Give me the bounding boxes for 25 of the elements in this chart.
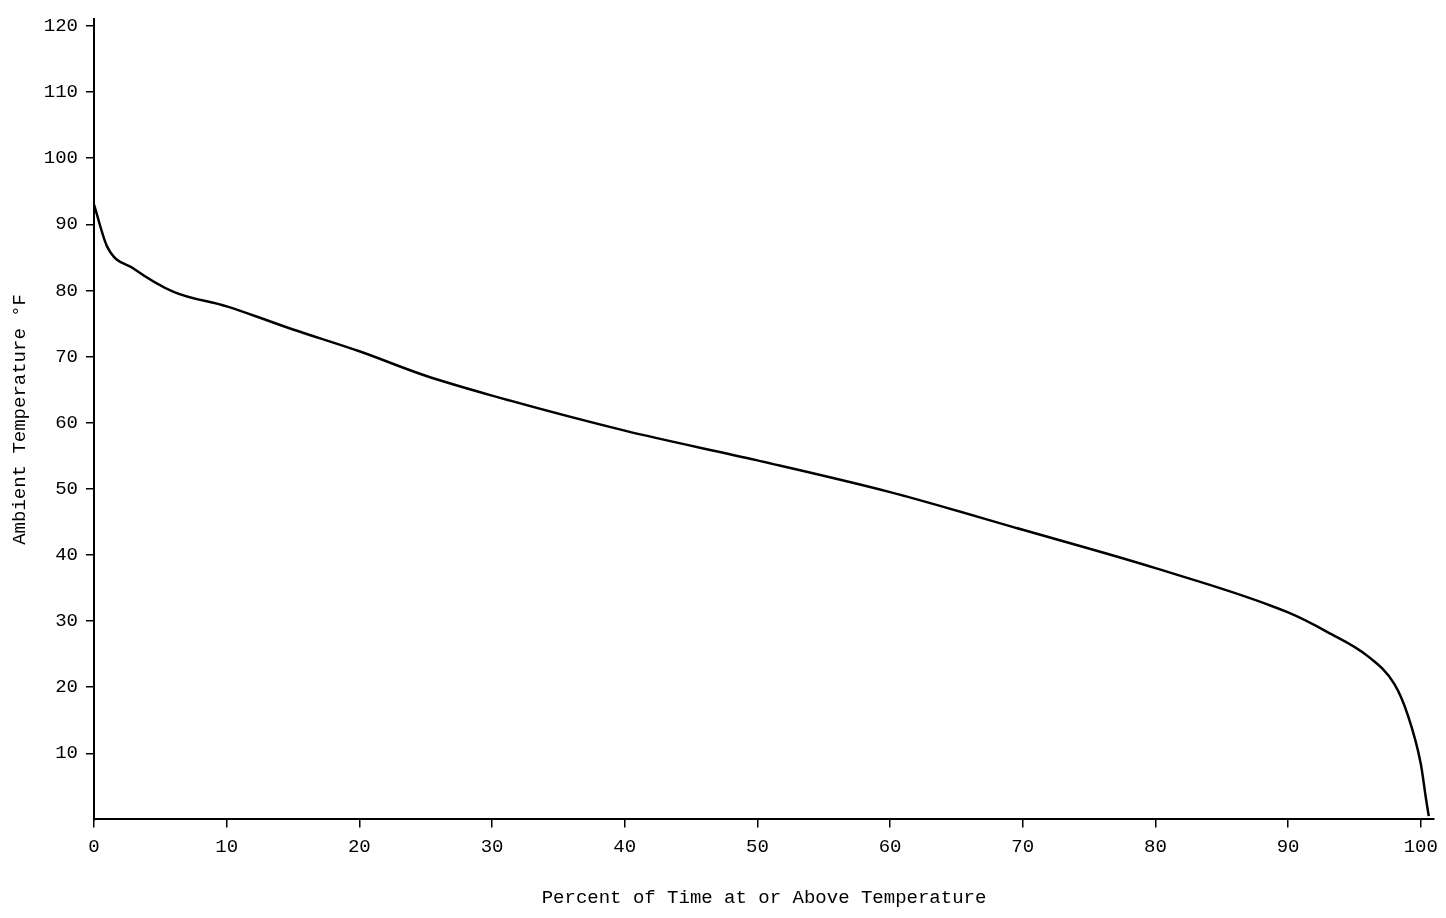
- y-tick-label: 30: [55, 610, 79, 633]
- x-tick-label: 40: [613, 835, 637, 858]
- y-tick-label: 110: [43, 81, 79, 104]
- x-tick-label: 50: [746, 835, 769, 858]
- y-tick-label: 50: [55, 477, 79, 500]
- x-tick-label: 70: [1011, 835, 1035, 858]
- y-tick-label: 120: [43, 15, 79, 38]
- x-tick-label: 90: [1276, 835, 1300, 858]
- y-tick-label: 60: [55, 411, 79, 434]
- y-tick-label: 80: [55, 279, 79, 302]
- y-tick-label: 100: [43, 147, 79, 170]
- x-tick-label: 30: [480, 835, 504, 858]
- y-tick-label: 10: [55, 742, 79, 765]
- x-tick-label: 20: [347, 835, 371, 858]
- y-tick-label: 20: [55, 676, 79, 699]
- x-tick-label: 10: [215, 835, 239, 858]
- x-tick-label: 0: [88, 835, 100, 858]
- y-axis-title: Ambient Temperature °F: [9, 293, 32, 545]
- x-tick-label: 60: [878, 835, 902, 858]
- x-tick-label: 100: [1403, 835, 1438, 858]
- y-tick-label: 90: [55, 213, 79, 236]
- y-tick-label: 40: [55, 543, 79, 566]
- x-tick-label: 80: [1144, 835, 1167, 858]
- y-tick-label: 70: [55, 345, 79, 368]
- x-axis-title: Percent of Time at or Above Temperature: [541, 886, 987, 909]
